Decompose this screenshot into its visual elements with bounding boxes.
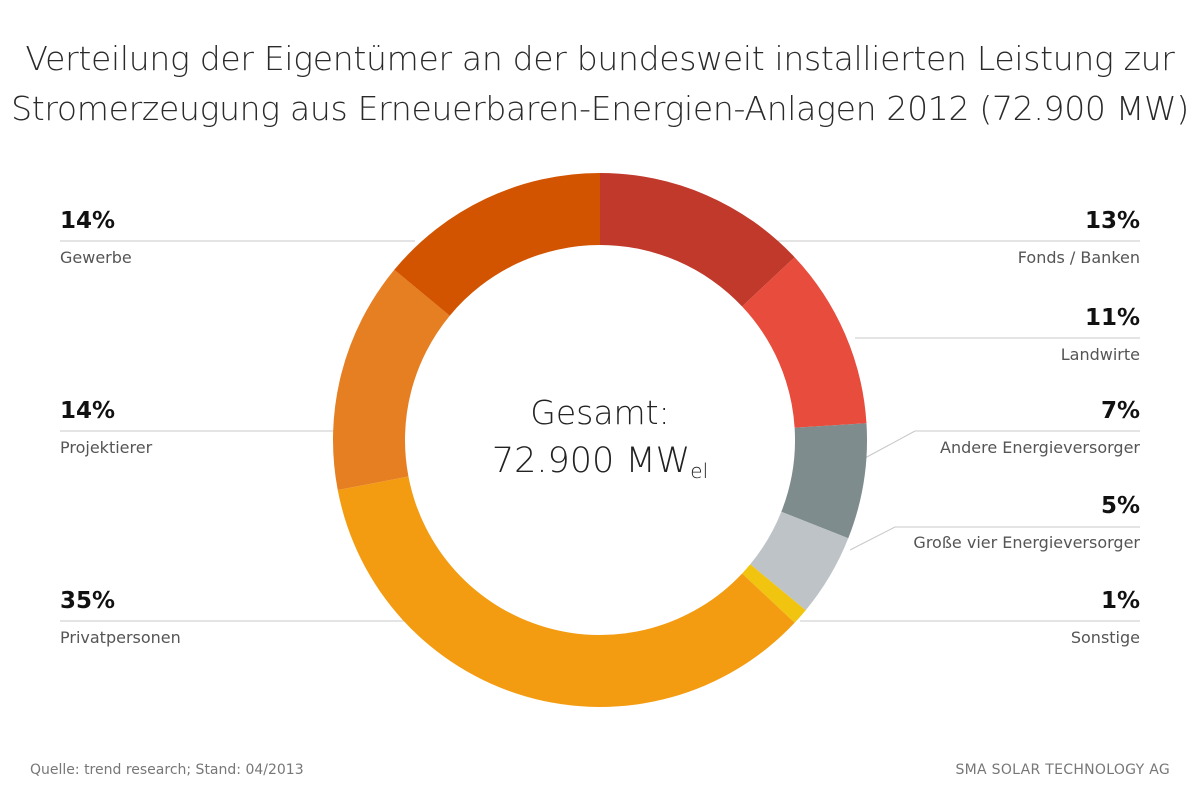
pct-grosse-vier: 5% [1100,493,1140,519]
center-label-total: 72.900 MWel [440,436,760,496]
name-projektierer: Projektierer [60,438,153,457]
slice-landwirte [742,257,867,428]
slice-privatpersonen [337,476,795,708]
name-sonstige: Sonstige [1070,628,1140,647]
slice-andere-energieversorger [781,423,867,539]
label-andere-energieversorger: 7% Andere Energieversorger [720,397,1140,459]
pct-landwirte: 11% [1084,305,1140,331]
company-name: SMA SOLAR TECHNOLOGY AG [955,762,1170,778]
label-sonstige: 1% Sonstige [720,587,1140,649]
name-andere-energieversorger: Andere Energieversorger [940,438,1140,457]
name-landwirte: Landwirte [1060,345,1140,364]
label-landwirte: 11% Landwirte [720,304,1140,366]
label-fonds-banken: 13% Fonds / Banken [720,207,1140,269]
name-gewerbe: Gewerbe [60,248,132,267]
label-grosse-vier: 5% Große vier Energieversorger [720,492,1140,554]
pct-privatpersonen: 35% [60,588,116,614]
pct-sonstige: 1% [1100,588,1140,614]
name-fonds-banken: Fonds / Banken [1017,248,1140,267]
label-projektierer: 14% Projektierer [60,397,480,459]
slice-projektierer [332,269,450,491]
pct-projektierer: 14% [60,398,116,424]
pct-andere-energieversorger: 7% [1100,398,1140,424]
label-gewerbe: 14% Gewerbe [60,207,480,269]
chart-title-line-1: Verteilung der Eigentümer an der bundesw… [25,39,1175,78]
slice-grosse-vier-energieversorger [750,511,849,611]
leader-diagonal-grosse-vier-energieversorger [849,526,896,551]
slice-fonds-banken [600,173,795,307]
label-privatpersonen: 35% Privatpersonen [60,587,480,649]
name-privatpersonen: Privatpersonen [60,628,181,647]
pct-fonds-banken: 13% [1084,208,1140,234]
center-label: Gesamt: 72.900 MWel [440,390,760,496]
source-note: Quelle: trend research; Stand: 04/2013 [30,762,304,778]
leader-diagonal-andere-energieversorger [864,430,916,459]
center-label-subscript: el [690,459,709,483]
chart-title: Verteilung der Eigentümer an der bundesw… [0,34,1200,134]
slice-sonstige [742,564,806,623]
pct-gewerbe: 14% [60,208,116,234]
slice-gewerbe [394,173,600,316]
name-grosse-vier: Große vier Energieversorger [913,533,1140,552]
center-label-title: Gesamt: [530,393,670,432]
center-label-value: 72.900 MW [491,441,691,481]
chart-title-line-2: Stromerzeugung aus Erneuerbaren-Energien… [11,89,1189,128]
